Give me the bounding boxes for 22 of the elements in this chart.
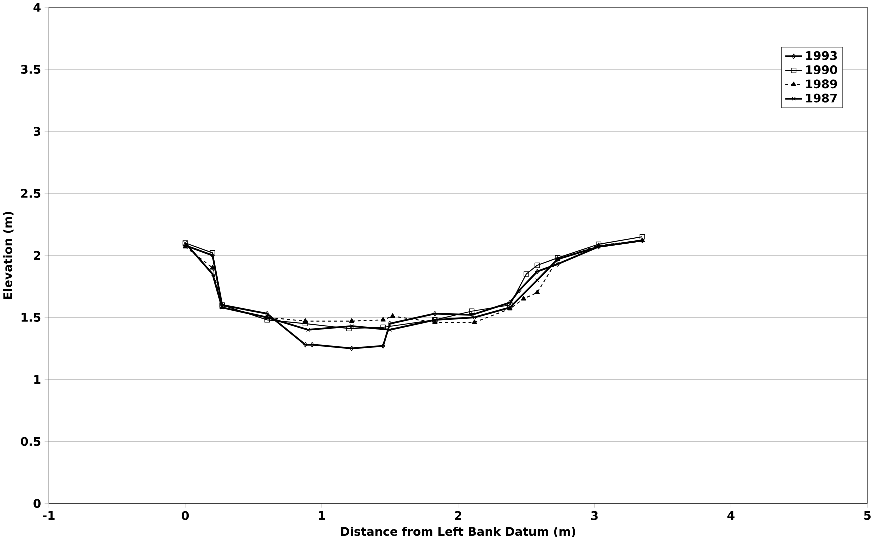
- x-axis-title: Distance from Left Bank Datum (m): [341, 527, 576, 538]
- legend-label: 1993: [806, 51, 838, 60]
- legend-label: 1990: [806, 66, 838, 75]
- legend-label: 1989: [806, 80, 838, 89]
- x-tick-label: -1: [43, 511, 55, 520]
- y-tick-label: 4: [34, 3, 41, 12]
- y-tick-label: 1: [34, 375, 41, 384]
- x-tick-label: 1: [319, 511, 326, 520]
- y-tick-label: 1.5: [22, 313, 41, 322]
- x-tick-label: 2: [455, 511, 462, 520]
- x-tick-label: 0: [182, 511, 190, 520]
- x-tick-label: 5: [864, 511, 871, 520]
- y-axis-title: Elevation (m): [3, 212, 14, 300]
- y-tick-label: 0.5: [21, 437, 41, 446]
- y-tick-label: 0: [34, 499, 41, 508]
- y-tick-label: 2.5: [21, 189, 41, 198]
- y-tick-label: 2: [34, 251, 40, 260]
- legend-label: 1987: [806, 94, 838, 103]
- y-tick-label: 3: [34, 127, 40, 136]
- x-tick-label: 4: [728, 511, 735, 520]
- x-tick-label: 3: [591, 511, 598, 520]
- y-tick-label: 3.5: [21, 65, 41, 74]
